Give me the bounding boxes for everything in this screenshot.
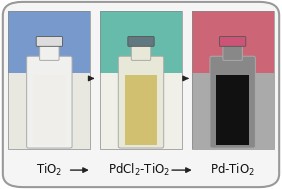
FancyBboxPatch shape xyxy=(125,75,157,145)
FancyBboxPatch shape xyxy=(131,42,151,60)
FancyBboxPatch shape xyxy=(100,73,182,149)
FancyBboxPatch shape xyxy=(210,56,255,148)
FancyBboxPatch shape xyxy=(40,42,59,60)
FancyBboxPatch shape xyxy=(192,73,274,149)
FancyBboxPatch shape xyxy=(27,56,72,148)
Text: Pd-TiO$_2$: Pd-TiO$_2$ xyxy=(210,162,255,178)
FancyBboxPatch shape xyxy=(33,75,66,145)
FancyBboxPatch shape xyxy=(118,56,164,148)
FancyBboxPatch shape xyxy=(192,11,274,73)
FancyBboxPatch shape xyxy=(36,36,63,46)
FancyBboxPatch shape xyxy=(8,73,90,149)
FancyBboxPatch shape xyxy=(216,75,249,145)
FancyBboxPatch shape xyxy=(100,11,182,73)
FancyBboxPatch shape xyxy=(8,11,90,73)
FancyBboxPatch shape xyxy=(223,42,242,60)
FancyBboxPatch shape xyxy=(128,36,154,46)
FancyBboxPatch shape xyxy=(3,2,279,187)
Text: TiO$_2$: TiO$_2$ xyxy=(36,162,63,178)
Text: PdCl$_2$-TiO$_2$: PdCl$_2$-TiO$_2$ xyxy=(109,162,171,178)
FancyBboxPatch shape xyxy=(219,36,246,46)
